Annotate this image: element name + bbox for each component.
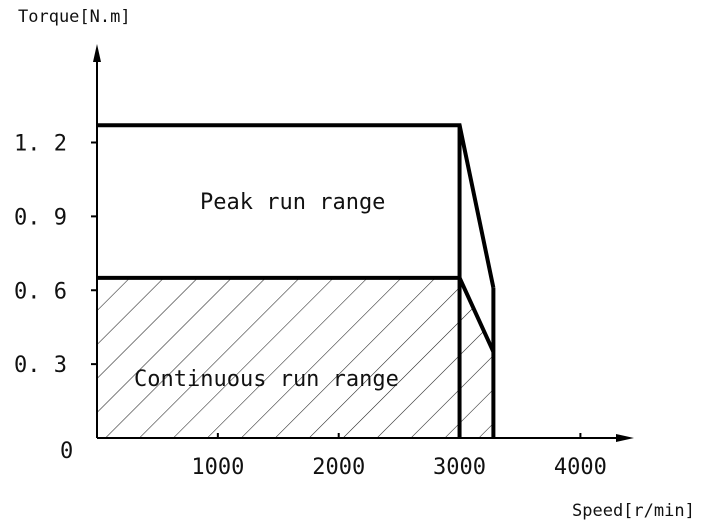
x-axis-label: Speed[r/min] — [572, 501, 695, 521]
y-tick-label: 0. 3 — [14, 353, 67, 378]
axes — [93, 44, 634, 442]
continuous-region-label: Continuous run range — [134, 367, 399, 392]
x-tick-label: 1000 — [191, 455, 244, 480]
peak-region-label: Peak run range — [200, 190, 385, 215]
x-axis-arrow — [616, 434, 634, 442]
x-tick-label: 2000 — [312, 455, 365, 480]
y-tick-label: 1. 2 — [14, 132, 67, 157]
continuous-region — [97, 277, 494, 438]
y-ticks: 0 0. 3 0. 6 0. 9 1. 2 — [14, 132, 97, 464]
x-tick-label: 3000 — [433, 455, 486, 480]
x-ticks: 1000 2000 3000 4000 — [191, 433, 607, 480]
y-tick-label: 0. 9 — [14, 205, 67, 230]
y-tick-label: 0 — [60, 439, 73, 464]
x-tick-label: 4000 — [554, 455, 607, 480]
y-axis-arrow — [93, 44, 101, 62]
y-axis-label: Torque[N.m] — [18, 7, 131, 27]
y-tick-label: 0. 6 — [14, 279, 67, 304]
